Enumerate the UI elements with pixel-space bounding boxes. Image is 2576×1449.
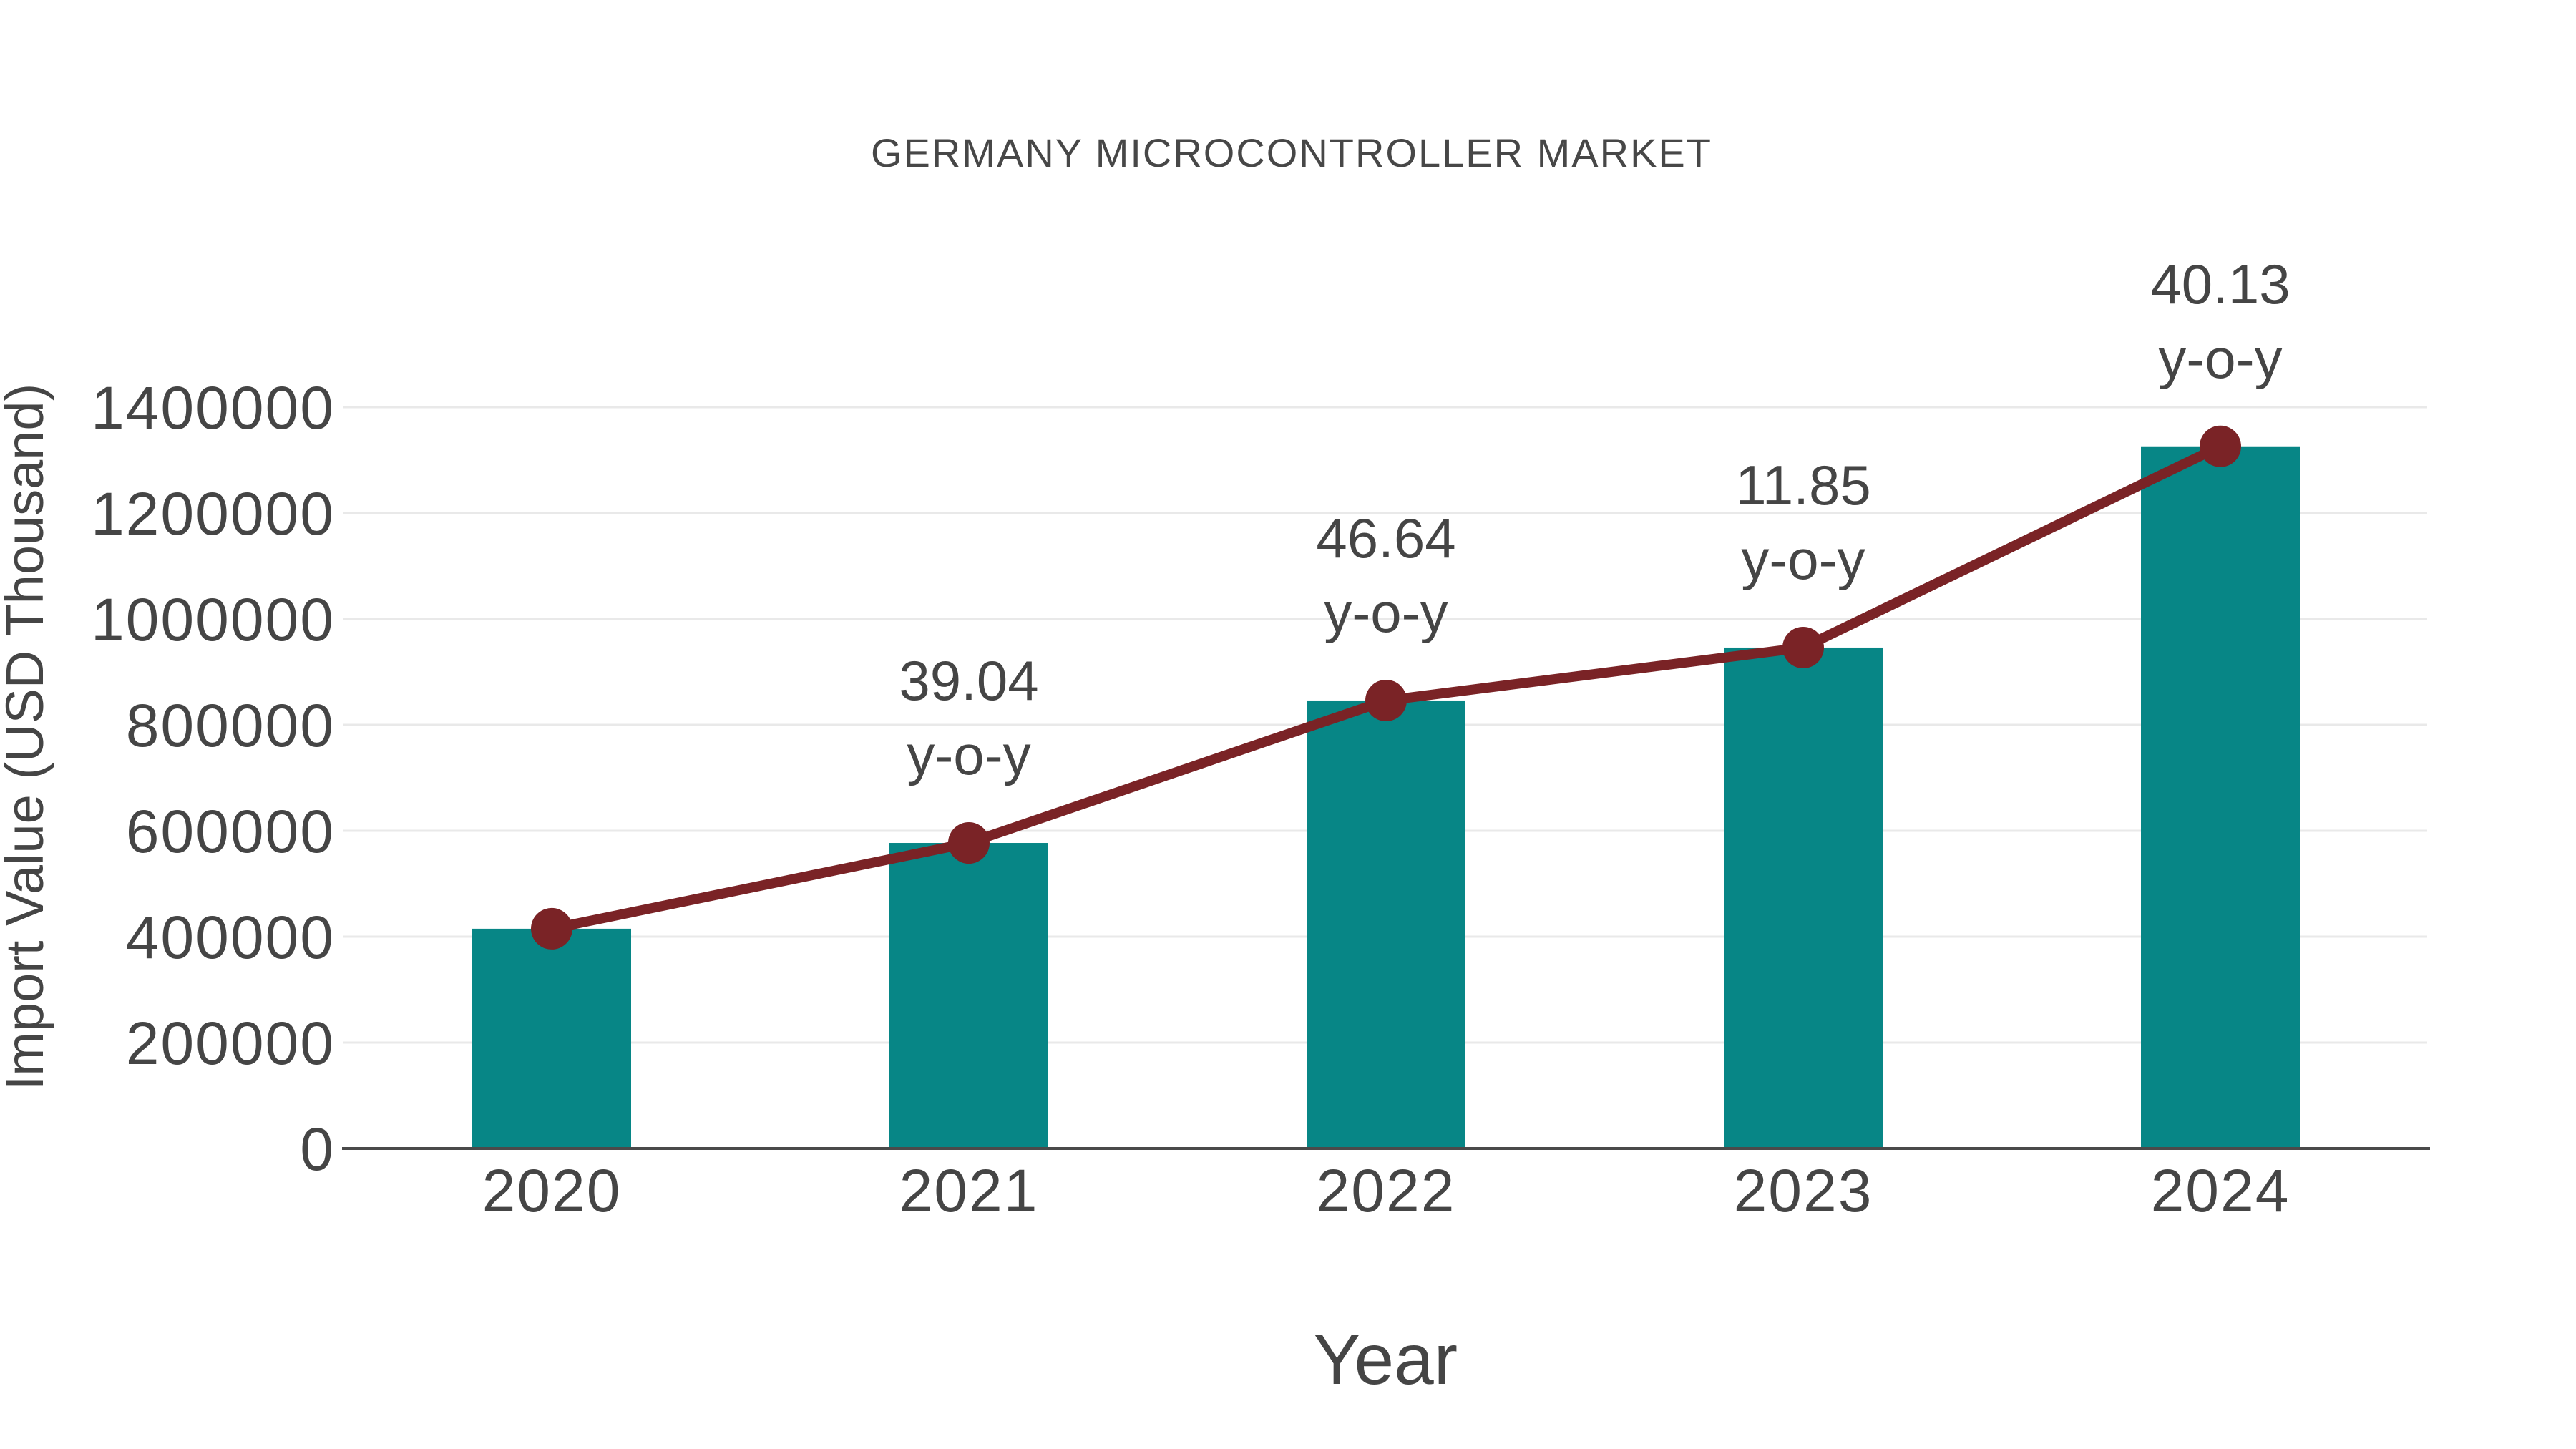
y-tick-label-0: 0 (300, 1116, 335, 1183)
y-tick-labels-group: 0 200000 400000 600000 800000 1000000 1200000 1… (91, 374, 335, 1183)
x-tick-label-2023: 2023 (1734, 1157, 1873, 1224)
annotation-value-2023: 11.85 (1735, 454, 1870, 517)
y-axis-title: Import Value (USD Thousand) (0, 384, 54, 1091)
annotation-value-2024: 40.13 (2150, 253, 2290, 316)
marker-2021 (948, 822, 990, 864)
marker-2024 (2200, 425, 2241, 467)
y-tick-label-1200000: 1200000 (91, 480, 335, 547)
annotations-group: 39.04 y-o-y 46.64 y-o-y 11.85 y-o-y 40.13 y-o-y (899, 253, 2290, 786)
annotation-suffix-2023: y-o-y (1741, 528, 1865, 591)
annotation-suffix-2022: y-o-y (1324, 581, 1448, 644)
y-tick-label-1000000: 1000000 (91, 586, 335, 653)
bar-2020 (472, 928, 631, 1148)
x-tick-labels-group: 2020 2021 2022 2023 2024 (482, 1157, 2290, 1224)
annotation-value-2022: 46.64 (1316, 507, 1455, 570)
marker-2022 (1365, 679, 1407, 721)
bar-2021 (889, 843, 1048, 1148)
x-tick-label-2020: 2020 (482, 1157, 622, 1224)
bars-group (472, 446, 2300, 1148)
y-tick-label-400000: 400000 (126, 904, 335, 971)
annotation-value-2021: 39.04 (899, 649, 1038, 712)
y-tick-label-800000: 800000 (126, 692, 335, 759)
y-tick-label-200000: 200000 (126, 1010, 335, 1077)
y-tick-label-1400000: 1400000 (91, 374, 335, 441)
y-tick-label-600000: 600000 (126, 798, 335, 865)
markers-group (531, 425, 2241, 950)
x-tick-label-2021: 2021 (899, 1157, 1039, 1224)
annotation-suffix-2021: y-o-y (907, 723, 1030, 786)
bar-2024 (2141, 446, 2300, 1148)
x-tick-label-2022: 2022 (1317, 1157, 1456, 1224)
marker-2020 (531, 907, 572, 950)
x-axis-title: Year (1313, 1319, 1458, 1400)
marker-2023 (1782, 626, 1824, 668)
bar-2022 (1307, 700, 1465, 1148)
bar-2023 (1724, 647, 1883, 1148)
annotation-suffix-2024: y-o-y (2158, 327, 2282, 390)
x-tick-label-2024: 2024 (2151, 1157, 2290, 1224)
chart-title: GERMANY MICROCONTROLLER MARKET (871, 130, 1712, 175)
